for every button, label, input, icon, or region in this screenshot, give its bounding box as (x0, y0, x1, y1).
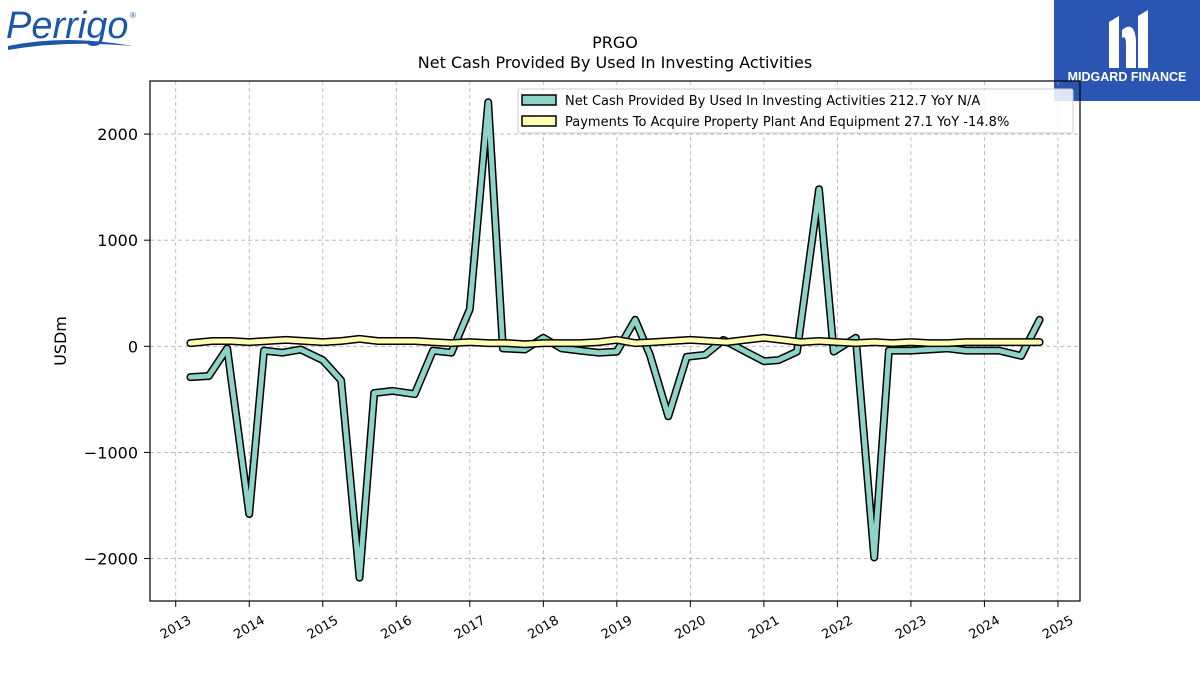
chart-title: PRGO (592, 33, 638, 52)
x-tick-label: 2013 (158, 613, 194, 643)
legend-swatch-2 (521, 115, 557, 127)
x-tick-label: 2022 (820, 613, 856, 643)
midgard-logo-text: MIDGARD FINANCE (1068, 70, 1187, 84)
x-tick-label: 2015 (305, 613, 341, 643)
series-layer (186, 98, 1044, 582)
perrigo-logo-text: Perrigo (6, 5, 129, 47)
y-tick-label: 0 (128, 337, 138, 356)
legend-label-2: Payments To Acquire Property Plant And E… (565, 115, 1009, 130)
perrigo-logo-mark: Perrigo ® (6, 5, 136, 50)
perrigo-swoosh (8, 40, 132, 50)
x-tick-label: 2016 (378, 613, 414, 643)
y-axis-label: USDm (51, 316, 70, 366)
x-tick-label: 2018 (525, 613, 561, 643)
x-tick-label: 2023 (893, 613, 929, 643)
plot-frame (149, 80, 1081, 602)
legend-box (517, 88, 1074, 134)
series-1-line (187, 99, 1043, 581)
y-tick-label: 2000 (97, 125, 138, 144)
legend-label-1: Net Cash Provided By Used In Investing A… (565, 94, 980, 109)
series-2 (186, 333, 1044, 349)
x-tick-label: 2017 (452, 613, 488, 643)
y-tick-label: −2000 (84, 550, 138, 569)
x-tick-label: 2021 (746, 613, 782, 643)
chart-subtitle: Net Cash Provided By Used In Investing A… (418, 53, 812, 72)
y-tick-label: 1000 (97, 231, 138, 250)
legend: Net Cash Provided By Used In Investing A… (517, 88, 1074, 134)
series-2-line (187, 335, 1043, 347)
x-axis: 2013 2014 2015 2016 2017 2018 2019 2020 2021 2022… (158, 601, 1076, 643)
x-tick-label: 2019 (599, 613, 635, 643)
perrigo-logo: Perrigo ® (6, 4, 138, 56)
x-tick-label: 2025 (1040, 613, 1076, 643)
y-tick-label: −1000 (84, 443, 138, 462)
x-tick-label: 2024 (967, 613, 1003, 643)
midgard-logo-mark: MIDGARD FINANCE (1068, 10, 1187, 84)
x-tick-label: 2020 (673, 613, 709, 643)
legend-swatch-1 (521, 94, 557, 106)
y-axis: −2000 −1000 0 1000 2000 (84, 125, 150, 569)
midgard-finance-logo: MIDGARD FINANCE (1054, 0, 1200, 101)
perrigo-registered-mark: ® (130, 11, 136, 20)
x-tick-label: 2014 (231, 613, 267, 643)
series-1 (186, 98, 1044, 582)
